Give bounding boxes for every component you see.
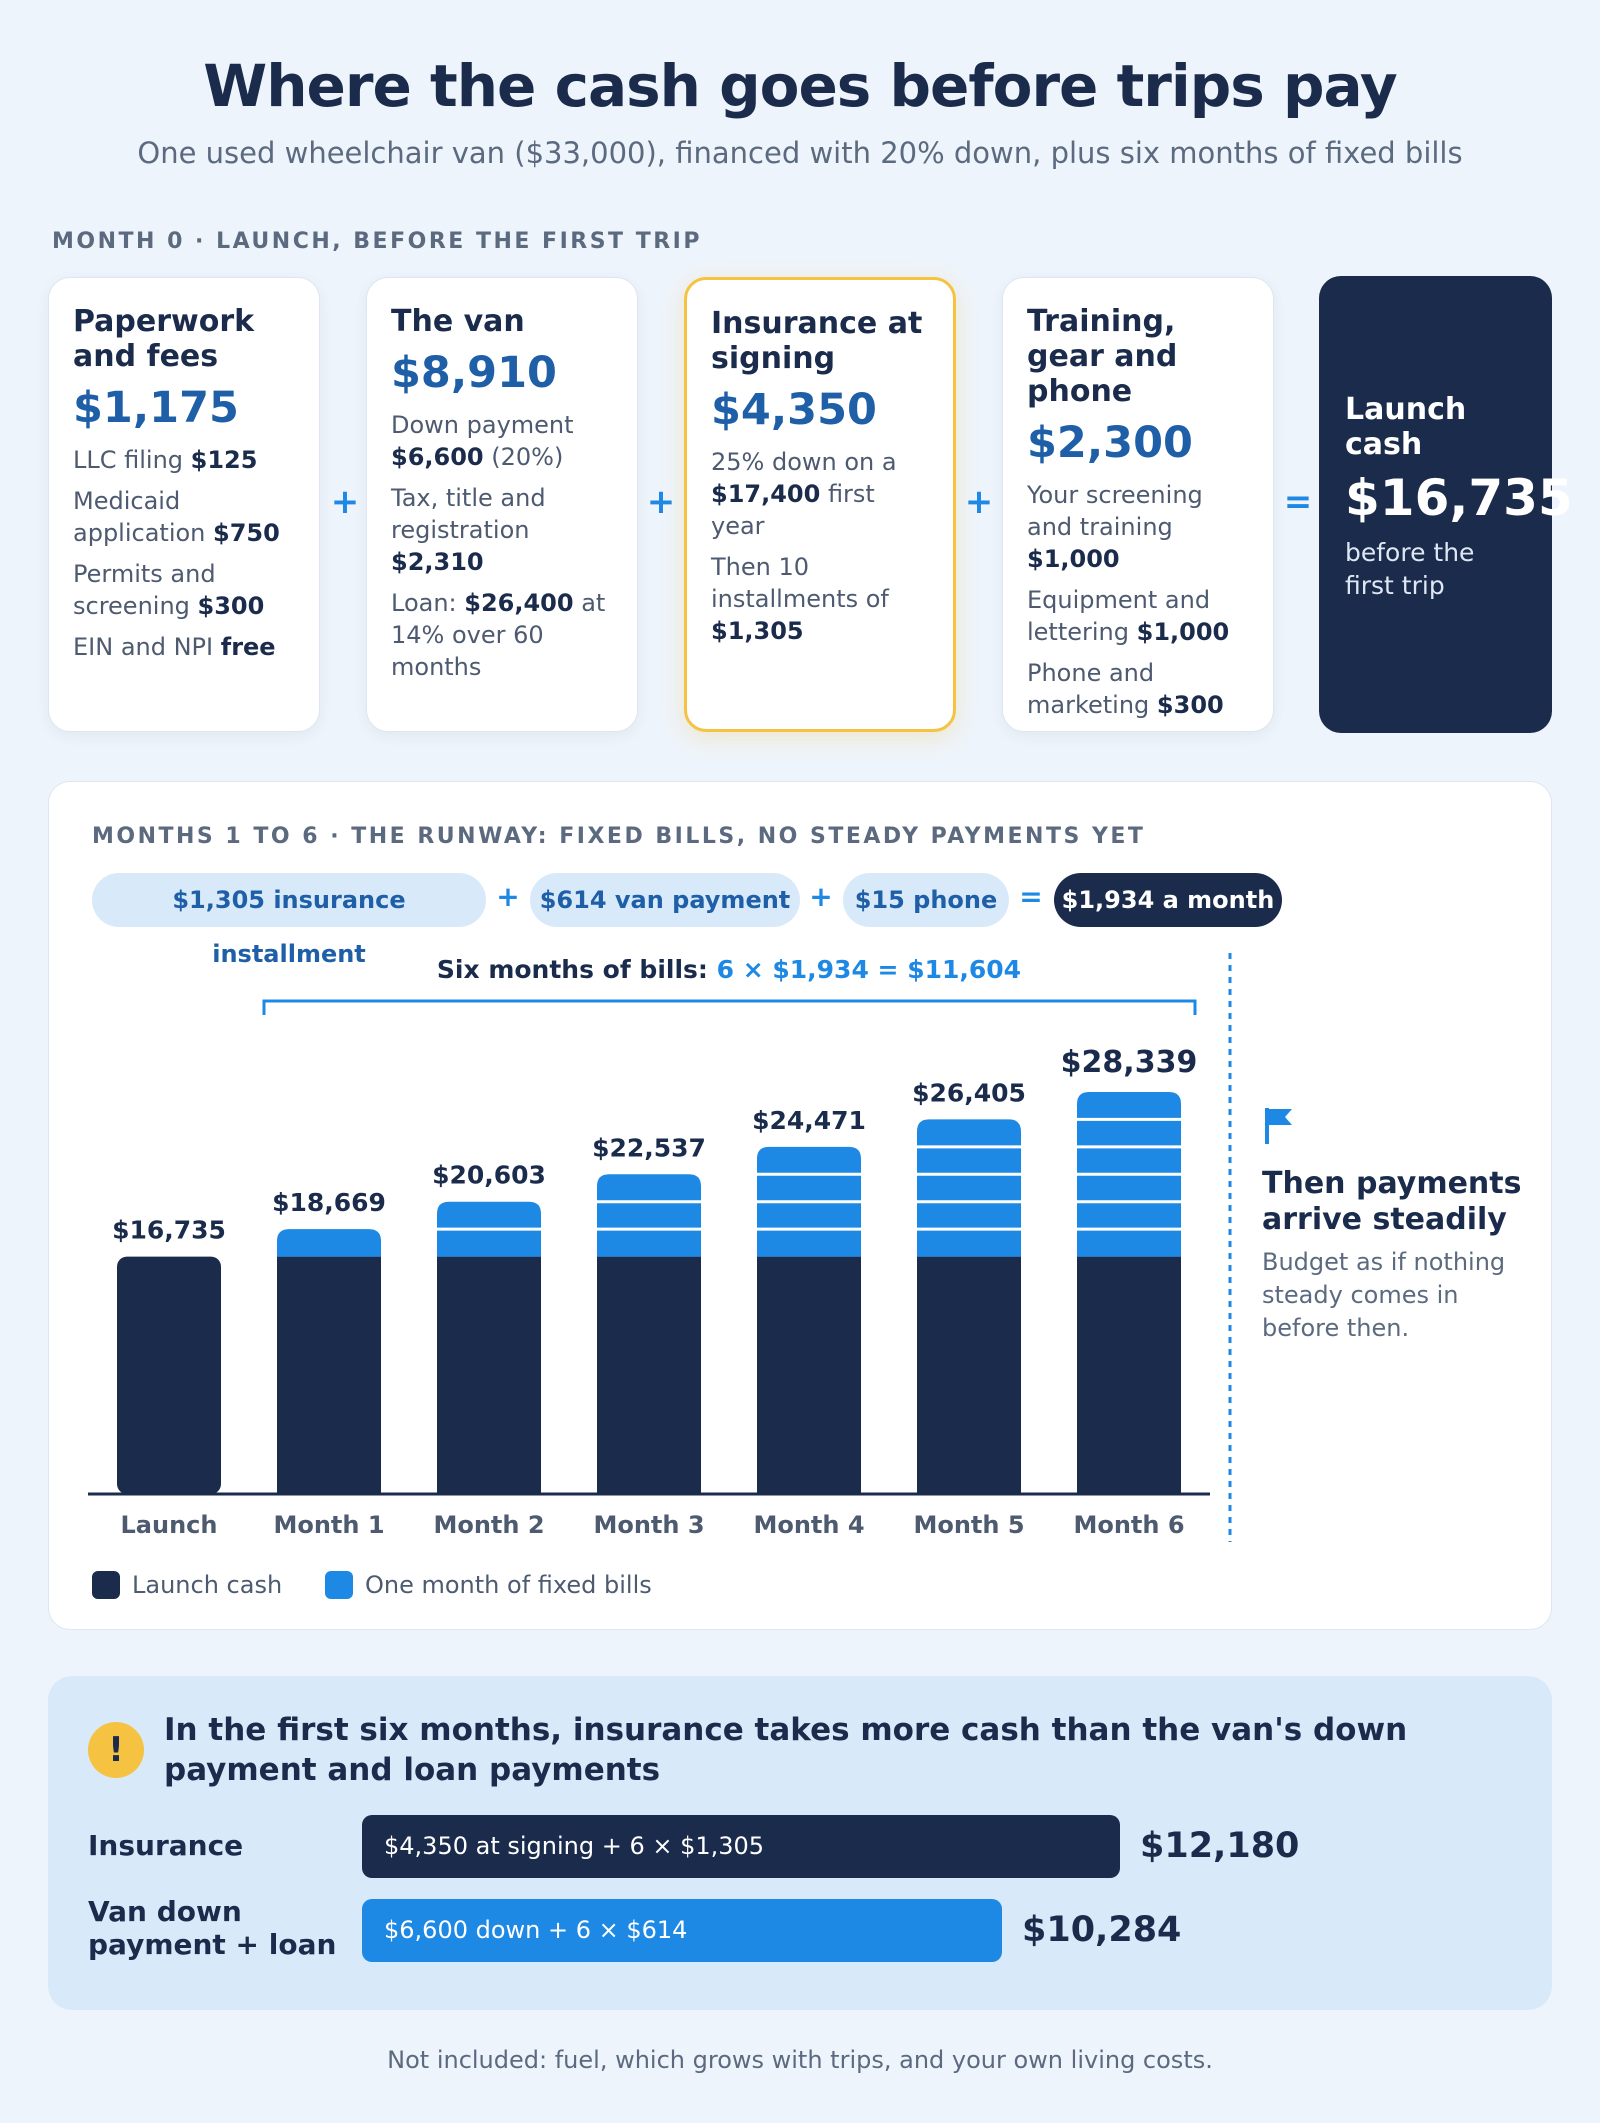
launch-note: before the first trip bbox=[1345, 538, 1475, 600]
x-tick-label: Month 2 bbox=[433, 1511, 544, 1539]
bar-total-label: $20,603 bbox=[432, 1161, 546, 1190]
bar-total-label: $26,405 bbox=[912, 1078, 1026, 1107]
plus-operator: + bbox=[496, 880, 520, 913]
card-line: Your screening and training $1,000 bbox=[1027, 481, 1203, 573]
equals-operator: = bbox=[1019, 880, 1043, 913]
pill-insurance-installment: $1,305 insurance installment bbox=[92, 873, 486, 968]
comparison-bar-insurance: $4,350 at signing + 6 × $1,305 bbox=[362, 1815, 1120, 1878]
cost-card-training: Training, gear and phone $2,300 Your scr… bbox=[1002, 277, 1274, 732]
flag-icon bbox=[1265, 1108, 1292, 1144]
flag-text: Budget as if nothing steady comes in bef… bbox=[1262, 1248, 1506, 1342]
month0-section-label: MONTH 0 · LAUNCH, BEFORE THE FIRST TRIP bbox=[52, 229, 702, 254]
card-amount: $2,300 bbox=[1027, 418, 1193, 468]
x-tick-label: Month 3 bbox=[593, 1511, 704, 1539]
bar-total-label: $18,669 bbox=[272, 1188, 386, 1217]
card-line: LLC filing $125 bbox=[73, 446, 258, 474]
card-line: Loan: $26,400 at 14% over 60 months bbox=[391, 589, 606, 681]
card-line: Tax, title and registration $2,310 bbox=[391, 484, 546, 576]
plus-operator: + bbox=[964, 482, 994, 522]
bracket-caption: Six months of bills: 6 × $1,934 = $11,60… bbox=[436, 955, 1022, 984]
cost-card-van: The van $8,910 Down payment $6,600 (20%)… bbox=[366, 277, 638, 732]
page-subtitle: One used wheelchair van ($33,000), finan… bbox=[137, 136, 1463, 170]
page-title: Where the cash goes before trips pay bbox=[203, 52, 1397, 120]
bar-total-label: $22,537 bbox=[592, 1133, 706, 1162]
x-tick-label: Month 1 bbox=[273, 1511, 384, 1539]
launch-cash-card: Launch cash $16,735 before the first tri… bbox=[1319, 276, 1573, 733]
pill-monthly-total: $1,934 a month bbox=[1054, 873, 1282, 927]
bar-group: $16,735 Launch $18,669 Month 1 $20,603 Month … bbox=[112, 1045, 1197, 1539]
card-line: Down payment $6,600 (20%) bbox=[391, 411, 574, 471]
plus-operator: + bbox=[330, 482, 360, 522]
card-line: Then 10 installments of $1,305 bbox=[711, 553, 889, 645]
plus-operator: + bbox=[809, 880, 833, 913]
bar-total-label: $16,735 bbox=[112, 1216, 226, 1245]
card-line: Permits and screening $300 bbox=[73, 560, 265, 620]
launch-title: Launch cash bbox=[1345, 392, 1467, 462]
footnote: Not included: fuel, which grows with tri… bbox=[387, 2046, 1213, 2074]
bar-fixed-bills bbox=[917, 1119, 1021, 1257]
cost-card-paperwork: Paperwork and fees $1,175 LLC filing $12… bbox=[48, 277, 320, 732]
card-line: Medicaid application $750 bbox=[73, 487, 280, 547]
bar-total-label: $24,471 bbox=[752, 1106, 866, 1135]
bar-launch-cash bbox=[597, 1256, 701, 1494]
bar-launch-cash bbox=[277, 1256, 381, 1494]
alert-icon: ! bbox=[88, 1722, 144, 1778]
legend-swatch bbox=[92, 1571, 120, 1599]
card-amount: $1,175 bbox=[73, 383, 239, 433]
x-tick-label: Launch bbox=[121, 1511, 218, 1539]
flag-title: Then payments arrive steadily bbox=[1262, 1166, 1522, 1237]
x-tick-label: Month 6 bbox=[1073, 1511, 1184, 1539]
runway-section-label: MONTHS 1 TO 6 · THE RUNWAY: FIXED BILLS,… bbox=[92, 824, 1146, 849]
bar-launch-cash bbox=[757, 1256, 861, 1494]
x-tick-label: Month 5 bbox=[913, 1511, 1024, 1539]
bar-fixed-bills bbox=[277, 1229, 381, 1257]
x-tick-label: Month 4 bbox=[753, 1511, 864, 1539]
pill-van-payment: $614 van payment bbox=[530, 873, 800, 927]
card-line: 25% down on a $17,400 first year bbox=[711, 448, 897, 540]
legend-fixed-bills: One month of fixed bills bbox=[325, 1570, 652, 1600]
bar-launch-cash bbox=[117, 1256, 221, 1494]
card-line: Phone and marketing $300 bbox=[1027, 659, 1224, 719]
bracket-line bbox=[262, 999, 1197, 1015]
plus-operator: + bbox=[646, 482, 676, 522]
comparison-label-van: Van down payment + loan bbox=[88, 1895, 337, 1961]
equals-operator: = bbox=[1283, 482, 1313, 522]
flag-note: Then payments arrive steadily Budget as … bbox=[1262, 1106, 1522, 1345]
card-amount: $4,350 bbox=[711, 385, 877, 435]
card-line: Equipment and lettering $1,000 bbox=[1027, 586, 1230, 646]
legend-swatch bbox=[325, 1571, 353, 1599]
card-title: Paperwork and fees bbox=[73, 304, 255, 374]
comparison-total-van: $10,284 bbox=[1022, 1910, 1182, 1950]
legend-launch-cash: Launch cash bbox=[92, 1570, 282, 1600]
bar-total-label: $28,339 bbox=[1061, 1045, 1198, 1080]
bar-launch-cash bbox=[1077, 1256, 1181, 1494]
bar-fixed-bills bbox=[597, 1174, 701, 1257]
card-amount: $8,910 bbox=[391, 348, 557, 398]
runway-bar-chart: $16,735 Launch $18,669 Month 1 $20,603 Month … bbox=[88, 953, 1232, 1542]
bar-launch-cash bbox=[437, 1256, 541, 1494]
comparison-bar-van: $6,600 down + 6 × $614 bbox=[362, 1899, 1002, 1962]
bar-launch-cash bbox=[917, 1256, 1021, 1494]
pill-phone: $15 phone bbox=[843, 873, 1009, 927]
card-title: Training, gear and phone bbox=[1027, 304, 1178, 409]
comparison-label-insurance: Insurance bbox=[88, 1829, 244, 1862]
comparison-total-insurance: $12,180 bbox=[1140, 1826, 1300, 1866]
insight-heading: In the first six months, insurance takes… bbox=[164, 1712, 1408, 1788]
card-line: EIN and NPI free bbox=[73, 633, 276, 661]
cost-card-insurance: Insurance at signing $4,350 25% down on … bbox=[684, 277, 956, 732]
card-title: The van bbox=[391, 304, 525, 339]
card-title: Insurance at signing bbox=[711, 306, 923, 376]
